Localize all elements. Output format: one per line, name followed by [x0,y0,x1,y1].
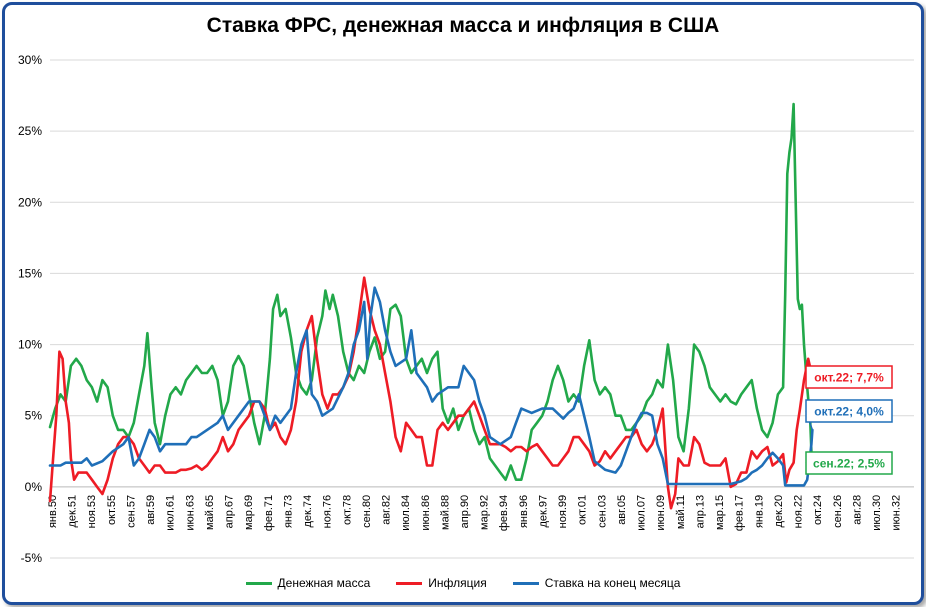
legend-swatch-money-supply [245,581,272,585]
legend-label-inflation: Инфляция [428,576,487,590]
annotation-label: сен.22; 2,5% [813,457,885,471]
annotation-box [805,399,893,423]
x-tick-label: дек.20 [773,495,785,528]
legend-label-fed-rate: Ставка на конец месяца [544,576,681,590]
x-tick-label: фев.71 [263,495,275,531]
x-tick-label: окт.78 [341,495,353,525]
x-tick-label: июл.61 [165,495,177,531]
x-tick-label: янв.50 [47,495,59,528]
x-tick-label: июл.07 [636,495,648,531]
x-tick-label: июн.86 [420,495,432,531]
x-tick-label: апр.13 [694,495,706,528]
x-tick-label: дек.51 [67,495,79,528]
annotation-label: окт.22; 7,7% [814,371,884,385]
y-tick-label: 15% [18,266,42,280]
x-tick-label: янв.96 [518,495,530,528]
y-tick-label: 25% [18,124,42,138]
x-tick-label: май.65 [204,495,216,530]
y-tick-label: 5% [25,409,43,423]
series-line-2 [48,286,814,487]
x-tick-label: ноя.99 [557,495,569,528]
x-tick-label: май.88 [439,495,451,530]
x-tick-label: сен.26 [832,495,844,528]
x-tick-label: окт.24 [812,495,824,525]
y-tick-label: 10% [18,338,42,352]
y-tick-label: 0% [25,480,43,494]
legend-swatch-fed-rate [512,581,539,585]
x-tick-label: сен.80 [361,495,373,528]
series-line-1 [48,276,814,510]
x-tick-label: июн.63 [184,495,196,531]
x-tick-label: авг.59 [145,495,157,525]
legend-item-money-supply: Денежная масса [245,576,371,590]
x-tick-label: янв.19 [753,495,765,528]
x-tick-label: июл.30 [871,495,883,531]
x-tick-label: сен.57 [125,495,137,528]
annotation-box [805,365,893,389]
x-tick-label: июн.32 [891,495,903,531]
x-tick-label: дек.74 [302,495,314,528]
legend-label-money-supply: Денежная масса [277,576,371,590]
series-line-0 [48,102,813,481]
x-tick-label: окт.55 [106,495,118,525]
y-tick-label: 30% [18,53,42,67]
x-tick-label: янв.73 [282,495,294,528]
legend-item-inflation: Инфляция [396,576,487,590]
legend-item-fed-rate: Ставка на конец месяца [512,576,681,590]
x-tick-label: фев.94 [498,495,510,531]
x-tick-label: сен.03 [596,495,608,528]
y-tick-label: -5% [21,551,43,565]
x-tick-label: авг.82 [381,495,393,525]
x-tick-label: апр.90 [459,495,471,528]
x-tick-label: авг.28 [851,495,863,525]
annotation-label: окт.22; 4,0% [814,405,884,419]
x-tick-label: ноя.22 [793,495,805,528]
x-tick-label: мар.69 [243,495,255,530]
chart-title: Ставка ФРС, денежная масса и инфляция в … [206,14,720,37]
x-tick-label: ноя.53 [86,495,98,528]
annotation-box [805,451,893,475]
x-tick-label: мар.92 [479,495,491,530]
x-tick-label: окт.01 [577,495,589,525]
legend: Денежная масса Инфляция Ставка на конец … [0,576,926,590]
x-tick-label: ноя.76 [322,495,334,528]
x-tick-label: май.11 [675,495,687,529]
y-tick-label: 20% [18,195,42,209]
x-tick-label: июл.84 [400,495,412,531]
x-tick-label: апр.67 [224,495,236,528]
x-tick-label: дек.97 [538,495,550,528]
x-tick-label: мар.15 [714,495,726,530]
x-tick-label: авг.05 [616,495,628,525]
x-tick-label: фев.17 [734,495,746,531]
x-tick-label: июн.09 [655,495,667,531]
legend-swatch-inflation [396,581,423,585]
